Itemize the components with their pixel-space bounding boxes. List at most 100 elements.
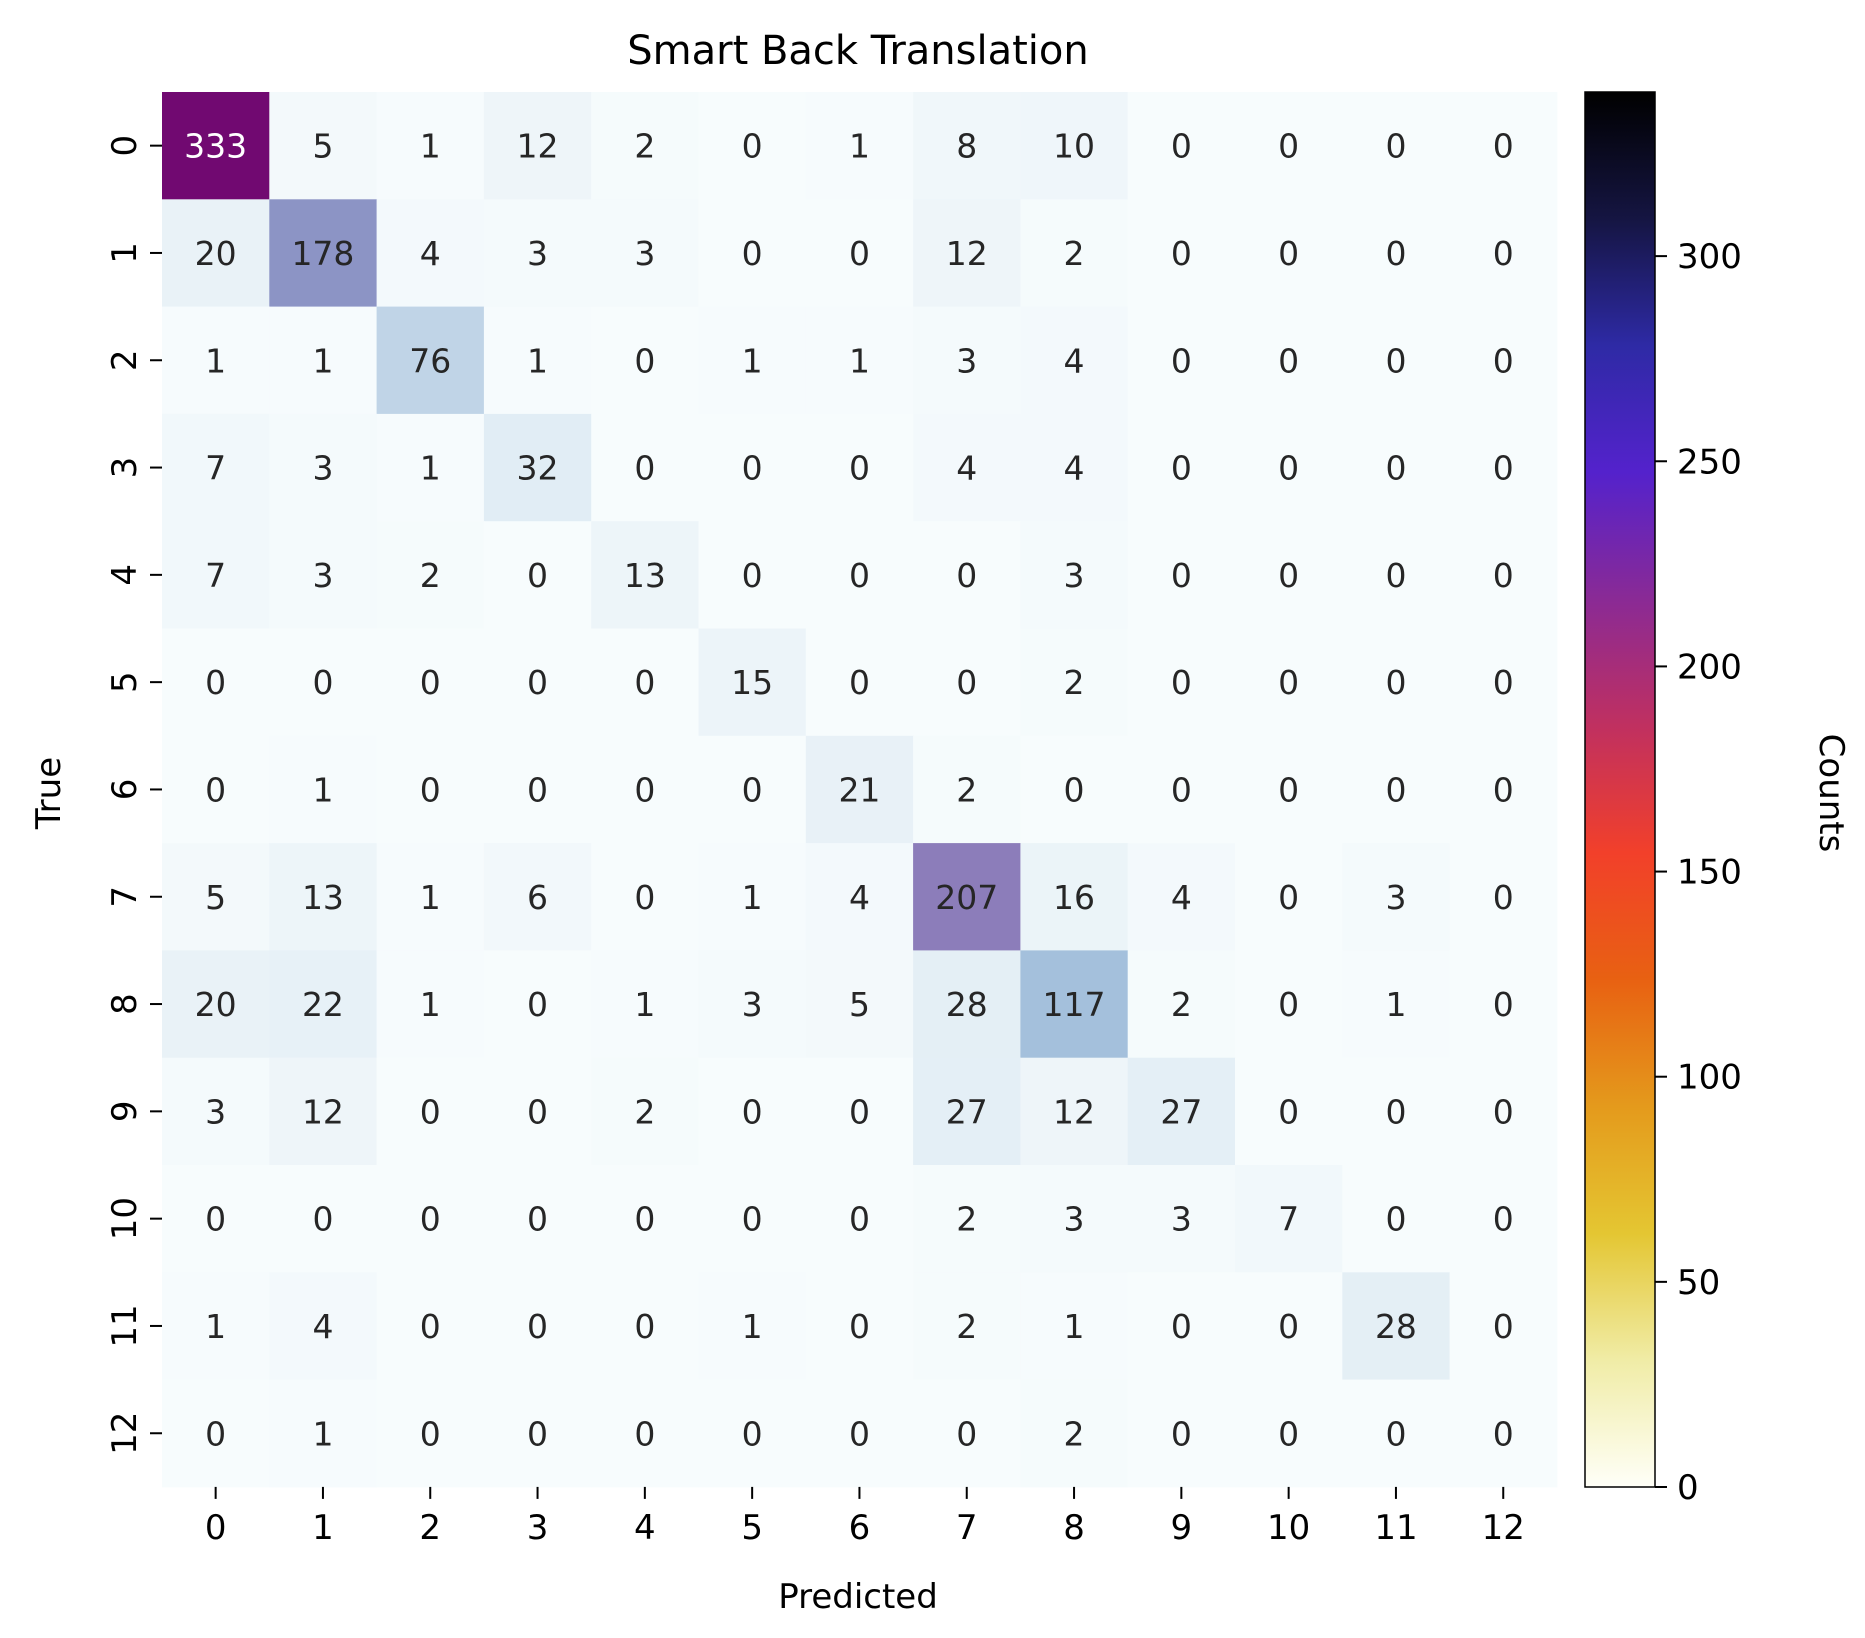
x-tick-label: 2 xyxy=(419,1508,441,1548)
cell-value-label: 0 xyxy=(634,1307,655,1346)
heatmap-cell xyxy=(1235,306,1343,415)
cell-value-label: 0 xyxy=(742,1200,763,1239)
cell-value-label: 5 xyxy=(205,878,226,917)
heatmap-cell xyxy=(376,413,485,522)
colorbar-tick-label: 50 xyxy=(1677,1263,1720,1303)
heatmap-cell xyxy=(376,1057,485,1166)
heatmap-cell xyxy=(162,306,270,415)
x-tick-label: 8 xyxy=(1063,1508,1085,1548)
cell-value-label: 1 xyxy=(312,1414,333,1453)
colorbar-tick-label: 300 xyxy=(1677,237,1742,277)
heatmap-cell xyxy=(913,92,1021,200)
heatmap-cell xyxy=(1342,950,1451,1059)
cell-value-label: 0 xyxy=(1278,449,1299,488)
heatmap-cell xyxy=(1235,1272,1343,1381)
heatmap-cell xyxy=(591,1272,699,1381)
colorbar-tick-label: 0 xyxy=(1677,1468,1699,1508)
heatmap-cell xyxy=(1235,521,1343,629)
cell-value-label: 0 xyxy=(1171,127,1192,166)
cell-value-label: 32 xyxy=(517,449,559,488)
cell-value-label: 4 xyxy=(956,449,977,488)
y-tick-label: 6 xyxy=(105,779,145,801)
heatmap-cell xyxy=(591,1057,699,1166)
heatmap-cell xyxy=(483,1057,592,1166)
heatmap-cell xyxy=(1342,306,1451,415)
heatmap-cell xyxy=(913,1057,1021,1166)
x-axis-ticks: 0 1 2 3 4 5 6 7 8 9 10 11 12 xyxy=(205,1486,1525,1548)
x-tick-label: 10 xyxy=(1267,1508,1310,1548)
heatmap-cell xyxy=(1020,1379,1129,1488)
cell-value-label: 1 xyxy=(1064,1307,1085,1346)
heatmap-cell xyxy=(162,628,270,737)
heatmap-cell xyxy=(162,92,270,200)
heatmap-cell xyxy=(1127,199,1236,308)
y-tick-label: 4 xyxy=(105,564,145,586)
cell-value-label: 0 xyxy=(956,1414,977,1453)
cell-value-label: 6 xyxy=(527,878,548,917)
cell-value-label: 0 xyxy=(1493,234,1514,273)
cell-value-label: 0 xyxy=(1064,770,1085,809)
y-tick-label: 9 xyxy=(105,1101,145,1123)
colorbar-tick-label: 150 xyxy=(1677,853,1742,893)
cell-value-label: 178 xyxy=(291,234,354,273)
cell-value-label: 0 xyxy=(849,1307,870,1346)
cell-value-label: 2 xyxy=(956,1200,977,1239)
cell-value-label: 3 xyxy=(1064,1200,1085,1239)
cell-value-label: 0 xyxy=(1278,663,1299,702)
heatmap-cell xyxy=(1235,843,1343,951)
x-tick-label: 4 xyxy=(634,1508,656,1548)
heatmap-cell xyxy=(376,950,485,1059)
heatmap-cell xyxy=(698,1057,807,1166)
heatmap-cell xyxy=(1342,735,1451,844)
colorbar-label: Counts xyxy=(1811,734,1851,853)
heatmap-cell xyxy=(1127,92,1236,200)
heatmap-cell xyxy=(913,199,1021,308)
cell-value-label: 0 xyxy=(527,1307,548,1346)
cell-value-label: 2 xyxy=(634,127,655,166)
heatmap-cell xyxy=(1127,521,1236,629)
heatmap-cell xyxy=(591,1165,699,1273)
x-tick-label: 0 xyxy=(205,1508,227,1548)
heatmap-cell xyxy=(162,413,270,522)
heatmap-cell xyxy=(1020,199,1129,308)
cell-value-label: 0 xyxy=(1493,985,1514,1024)
heatmap-cell xyxy=(913,413,1021,522)
colorbar-tick-label: 200 xyxy=(1677,647,1742,687)
heatmap-cell xyxy=(162,1165,270,1273)
cell-value-label: 2 xyxy=(1064,663,1085,702)
heatmap-cell xyxy=(376,199,485,308)
cell-value-label: 0 xyxy=(742,1092,763,1131)
heatmap-cell xyxy=(1342,199,1451,308)
heatmap-cell xyxy=(162,735,270,844)
cell-value-label: 3 xyxy=(205,1092,226,1131)
cell-value-label: 0 xyxy=(634,663,655,702)
cell-value-label: 1 xyxy=(420,878,441,917)
heatmap-cell xyxy=(162,950,270,1059)
cell-value-label: 0 xyxy=(1493,1092,1514,1131)
cell-value-label: 20 xyxy=(195,234,237,273)
heatmap-cell xyxy=(913,950,1021,1059)
heatmap-cell xyxy=(162,521,270,629)
cell-value-label: 0 xyxy=(205,770,226,809)
heatmap-cell xyxy=(591,199,699,308)
cell-value-label: 0 xyxy=(742,1414,763,1453)
heatmap-cell xyxy=(805,1379,914,1488)
cell-value-label: 0 xyxy=(420,1092,441,1131)
cell-value-label: 333 xyxy=(184,127,247,166)
heatmap-cell xyxy=(376,1272,485,1381)
cell-value-label: 0 xyxy=(1493,1307,1514,1346)
heatmap-cell xyxy=(269,306,378,415)
heatmap-cell xyxy=(269,843,378,951)
heatmap-cell xyxy=(1127,306,1236,415)
chart-title: Smart Back Translation xyxy=(627,28,1088,74)
heatmap-cell xyxy=(1235,199,1343,308)
heatmap-cell xyxy=(913,306,1021,415)
heatmap-cell xyxy=(591,1379,699,1488)
heatmap-cell xyxy=(1235,628,1343,737)
heatmap-cell xyxy=(591,628,699,737)
heatmap-cell xyxy=(483,1272,592,1381)
cell-value-label: 0 xyxy=(527,1200,548,1239)
cell-value-label: 10 xyxy=(1053,127,1095,166)
colorbar-tick-label: 250 xyxy=(1677,442,1742,482)
heatmap-cell xyxy=(1449,1165,1558,1273)
